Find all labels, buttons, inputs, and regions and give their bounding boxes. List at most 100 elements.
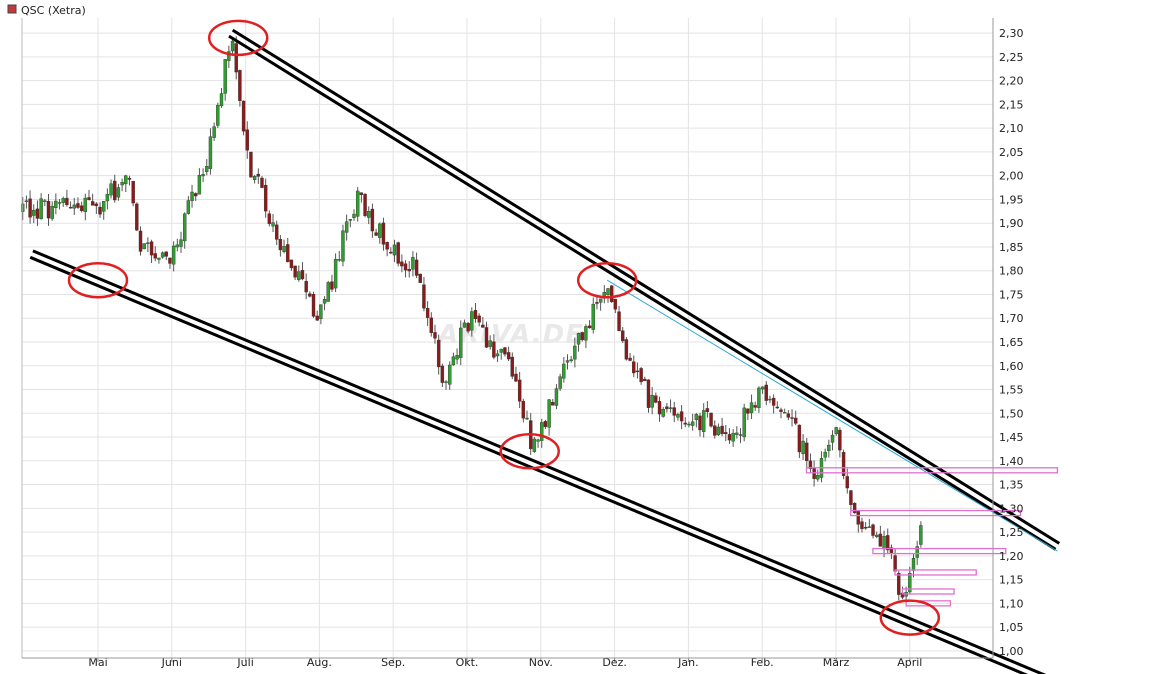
candle-body	[275, 224, 279, 240]
y-tick-label: 1,10	[999, 597, 1024, 610]
price-zone	[850, 509, 1022, 517]
candle-body	[753, 405, 757, 408]
candle-body	[856, 510, 860, 525]
y-tick-label: 2,00	[999, 170, 1024, 183]
candle-body	[322, 299, 327, 304]
candle-body	[24, 200, 29, 202]
candle-body	[227, 51, 231, 61]
candle-body	[827, 444, 831, 452]
candle-body	[116, 187, 121, 198]
candle-body	[160, 252, 165, 258]
candle-body	[98, 206, 102, 215]
candle-body	[278, 239, 283, 251]
candle-body	[919, 525, 923, 545]
x-tick-label: Okt.	[456, 656, 479, 669]
candle-body	[517, 379, 522, 402]
candle-body	[256, 173, 261, 177]
grid	[22, 18, 993, 658]
candle-body	[194, 193, 198, 197]
candle-body	[282, 246, 286, 252]
candle-body	[543, 421, 548, 428]
y-tick-label: 1,05	[999, 621, 1024, 634]
candle-body	[315, 315, 319, 321]
candle-body	[57, 202, 62, 204]
highlight-circle	[576, 261, 638, 299]
candle-body	[665, 406, 669, 410]
candle-body	[514, 373, 518, 382]
price-zone	[894, 569, 977, 576]
candle-body	[609, 285, 614, 303]
resistance-zones	[805, 467, 1059, 607]
candle-body	[43, 200, 47, 202]
candle-body	[757, 387, 761, 408]
candle-body	[683, 422, 687, 425]
candle-body	[510, 356, 514, 377]
candle-body	[679, 411, 684, 422]
candle-body	[363, 193, 367, 216]
candle-body	[219, 93, 224, 107]
candle-body	[131, 181, 135, 204]
candle-body	[874, 534, 879, 537]
candle-body	[418, 273, 422, 283]
candle-body	[705, 408, 710, 412]
candle-body	[252, 176, 257, 181]
candle-body	[201, 174, 205, 177]
candle-body	[908, 573, 912, 593]
candle-body	[617, 311, 621, 332]
watermark: ARIVA.DE	[436, 320, 584, 350]
candle-body	[878, 533, 883, 547]
y-tick-label: 1,65	[999, 336, 1024, 349]
candle-body	[790, 417, 794, 419]
y-tick-label: 1,45	[999, 431, 1024, 444]
candle-body	[863, 527, 868, 529]
highlight-circle	[879, 599, 941, 636]
candle-body	[808, 460, 813, 469]
y-tick-label: 1,75	[999, 288, 1024, 301]
candle-body	[488, 340, 492, 347]
candle-body	[643, 378, 647, 382]
candle-body	[28, 198, 32, 218]
candle-body	[286, 244, 290, 263]
trend-line-upper	[228, 34, 1057, 551]
candle-body	[249, 151, 253, 178]
candle-body	[197, 175, 202, 195]
candle-body	[127, 177, 132, 180]
y-tick-label: 1,90	[999, 217, 1024, 230]
candle-body	[39, 198, 43, 220]
candle-body	[867, 526, 872, 528]
highlight-circle	[67, 261, 129, 299]
candle-body	[153, 253, 157, 259]
candle-body	[440, 365, 445, 383]
candle-body	[852, 502, 857, 514]
y-tick-label: 1,85	[999, 241, 1024, 254]
candle-body	[558, 376, 562, 389]
candle-body	[105, 194, 110, 202]
x-tick-label: Aug.	[307, 656, 332, 669]
candle-body	[459, 327, 463, 358]
candle-body	[50, 205, 54, 219]
candle-body	[768, 398, 772, 401]
candle-body	[477, 315, 481, 323]
candle-body	[584, 326, 588, 341]
candle-body	[860, 521, 864, 530]
candle-body	[503, 347, 507, 355]
candle-body	[234, 43, 238, 73]
candle-body	[672, 407, 676, 416]
candle-body	[271, 222, 275, 227]
candle-body	[455, 355, 459, 360]
candle-body	[120, 182, 124, 186]
candle-body	[632, 361, 636, 374]
candle-body	[297, 271, 301, 280]
candle-body	[138, 230, 143, 252]
x-tick-label: Jan.	[677, 656, 698, 669]
candle-body	[893, 555, 897, 572]
candle-body	[90, 201, 95, 206]
candle-body	[164, 251, 168, 257]
candle-body	[701, 410, 706, 432]
candle-body	[79, 205, 84, 212]
candle-body	[319, 304, 323, 319]
candle-body	[484, 327, 489, 348]
candle-body	[786, 413, 791, 418]
candle-body	[241, 100, 246, 132]
candle-body	[389, 251, 393, 254]
